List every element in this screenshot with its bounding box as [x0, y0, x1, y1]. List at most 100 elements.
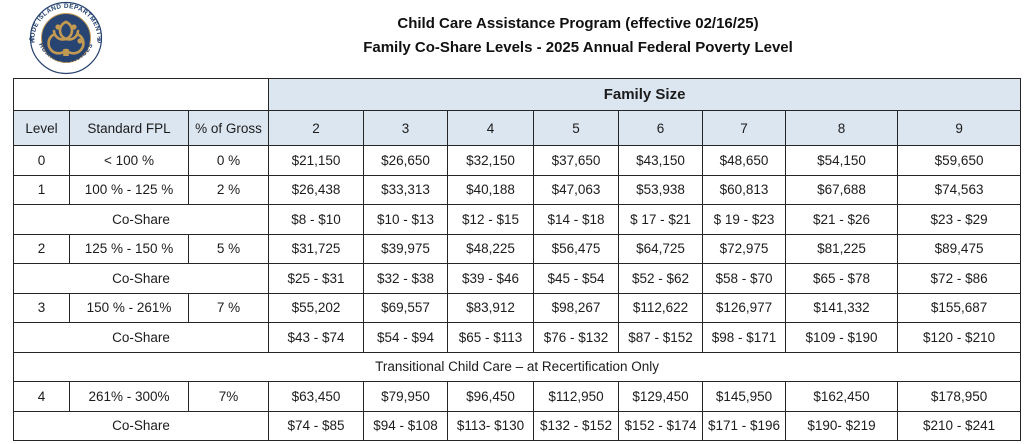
co-share-cell: $ 19 - $23 [702, 204, 787, 235]
co-share-cell: $54 - $94 [363, 322, 449, 353]
income-cell: $145,950 [702, 381, 787, 412]
co-share-cell: $43 - $74 [268, 322, 365, 353]
income-cell: $141,332 [785, 292, 899, 323]
co-share-cell: $12 - $15 [447, 204, 535, 235]
col-header-size-8: 8 [785, 110, 899, 146]
col-header-size-3: 3 [363, 110, 449, 146]
income-cell: $81,225 [785, 233, 899, 264]
level-cell: 4 [13, 381, 70, 412]
income-cell: $155,687 [897, 292, 1022, 323]
gross-cell: 7% [187, 381, 270, 412]
co-share-cell: $87 - $152 [618, 322, 704, 353]
co-share-cell: $72 - $86 [897, 263, 1022, 294]
income-cell: $48,225 [447, 233, 535, 264]
income-cell: $96,450 [447, 381, 535, 412]
income-cell: $69,557 [363, 292, 449, 323]
co-share-label: Co-Share [12, 322, 270, 353]
income-cell: $112,622 [618, 292, 704, 323]
income-cell: $67,688 [785, 174, 899, 205]
col-header-size-4: 4 [447, 110, 535, 146]
co-share-row-3: Co-Share $43 - $74 $54 - $94 $65 - $113 … [12, 322, 1022, 353]
gross-cell: 0 % [187, 145, 270, 176]
transitional-section-label: Transitional Child Care – at Recertifica… [12, 351, 1022, 382]
title-line-2: Family Co-Share Levels - 2025 Annual Fed… [363, 39, 793, 56]
income-cell: $53,938 [618, 174, 704, 205]
income-cell: $79,950 [363, 381, 449, 412]
co-share-label: Co-Share [12, 410, 270, 441]
col-header-size-2: 2 [268, 110, 365, 146]
level-cell: 0 [13, 145, 70, 176]
co-share-cell: $171 - $196 [702, 410, 787, 441]
income-cell: $162,450 [785, 381, 899, 412]
co-share-cell: $39 - $46 [447, 263, 535, 294]
co-share-cell: $10 - $13 [363, 204, 449, 235]
co-share-cell: $23 - $29 [897, 204, 1022, 235]
income-cell: $126,977 [702, 292, 787, 323]
fpl-cell: 150 % - 261% [69, 292, 189, 323]
co-share-row-2: Co-Share $25 - $31 $32 - $38 $39 - $46 $… [12, 263, 1022, 294]
income-cell: $98,267 [533, 292, 620, 323]
co-share-cell: $120 - $210 [897, 322, 1022, 353]
co-share-cell: $190- $219 [785, 410, 899, 441]
income-cell: $26,650 [363, 145, 449, 176]
co-share-cell: $8 - $10 [268, 204, 365, 235]
level-0-row: 0 < 100 % 0 % $21,150 $26,650 $32,150 $3… [13, 145, 1022, 176]
income-cell: $55,202 [268, 292, 365, 323]
income-cell: $64,725 [618, 233, 704, 264]
income-cell: $21,150 [268, 145, 365, 176]
co-share-cell: $113- $130 [447, 410, 535, 441]
fpl-cell: 125 % - 150 % [69, 233, 189, 264]
co-share-cell: $109 - $190 [785, 322, 899, 353]
co-share-label: Co-Share [12, 204, 270, 235]
title-line-1: Child Care Assistance Program (effective… [397, 15, 759, 32]
family-size-banner-row: Family Size [12, 78, 1022, 111]
col-header-size-7: 7 [702, 110, 787, 146]
co-share-cell: $76 - $132 [533, 322, 620, 353]
income-cell: $47,063 [533, 174, 620, 205]
income-cell: $56,475 [533, 233, 620, 264]
income-cell: $178,950 [897, 381, 1022, 412]
co-share-cell: $58 - $70 [702, 263, 787, 294]
col-header-size-6: 6 [618, 110, 704, 146]
level-cell: 3 [13, 292, 70, 323]
income-cell: $59,650 [897, 145, 1022, 176]
co-share-cell: $98 - $171 [702, 322, 787, 353]
income-cell: $26,438 [268, 174, 365, 205]
col-header-percent-of-gross: % of Gross [187, 110, 270, 146]
income-cell: $129,450 [618, 381, 704, 412]
income-cell: $39,975 [363, 233, 449, 264]
income-cell: $72,975 [702, 233, 787, 264]
col-header-standard-fpl: Standard FPL [69, 110, 189, 146]
co-share-cell: $25 - $31 [268, 263, 365, 294]
level-1-row: 1 100 % - 125 % 2 % $26,438 $33,313 $40,… [13, 174, 1022, 205]
income-cell: $74,563 [897, 174, 1022, 205]
co-share-cell: $132 - $152 [533, 410, 620, 441]
column-header-row: Level Standard FPL % of Gross 2 3 4 5 6 … [13, 110, 1022, 146]
co-share-cell: $94 - $108 [363, 410, 449, 441]
co-share-row-1: Co-Share $8 - $10 $10 - $13 $12 - $15 $1… [12, 204, 1022, 235]
col-header-size-9: 9 [897, 110, 1022, 146]
co-share-table: Family Size Level Standard FPL % of Gros… [12, 78, 1022, 441]
co-share-cell: $74 - $85 [268, 410, 365, 441]
seal-figures [47, 20, 85, 55]
level-cell: 2 [13, 233, 70, 264]
family-size-header: Family Size [268, 78, 1022, 111]
income-cell: $31,725 [268, 233, 365, 264]
co-share-cell: $210 - $241 [897, 410, 1022, 441]
fpl-cell: 100 % - 125 % [69, 174, 189, 205]
co-share-cell: $152 - $174 [618, 410, 704, 441]
gross-cell: 7 % [187, 292, 270, 323]
co-share-label: Co-Share [12, 263, 270, 294]
fpl-cell: 261% - 300% [69, 381, 189, 412]
co-share-row-4: Co-Share $74 - $85 $94 - $108 $113- $130… [12, 410, 1022, 441]
income-cell: $63,450 [268, 381, 365, 412]
page-title: Child Care Assistance Program (effective… [130, 12, 1024, 60]
seal-side-mark-left: ✠ [29, 36, 34, 43]
gross-cell: 2 % [187, 174, 270, 205]
gross-cell: 5 % [187, 233, 270, 264]
co-share-cell: $32 - $38 [363, 263, 449, 294]
co-share-cell: $ 17 - $21 [618, 204, 704, 235]
income-cell: $40,188 [447, 174, 535, 205]
col-header-level: Level [13, 110, 70, 146]
income-cell: $37,650 [533, 145, 620, 176]
